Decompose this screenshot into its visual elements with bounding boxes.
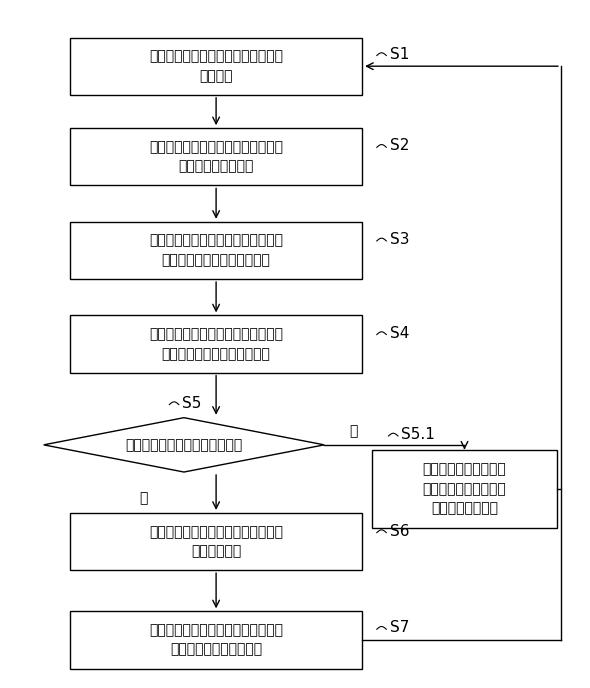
Text: 井下控制主机接收到采煤机运行参数
后，在液晶屏上显示相关数据: 井下控制主机接收到采煤机运行参数 后，在液晶屏上显示相关数据 bbox=[149, 327, 283, 361]
FancyBboxPatch shape bbox=[70, 128, 362, 186]
Text: 支架无线收发器将采煤机运行参数的
有效数据发送至井下控制主机: 支架无线收发器将采煤机运行参数的 有效数据发送至井下控制主机 bbox=[149, 234, 283, 267]
Text: S4: S4 bbox=[389, 325, 409, 341]
FancyBboxPatch shape bbox=[70, 38, 362, 95]
Text: S1: S1 bbox=[389, 47, 409, 62]
Text: 煤机无线控制器采集采煤机的采煤机
运行参数: 煤机无线控制器采集采煤机的采煤机 运行参数 bbox=[149, 50, 283, 83]
FancyBboxPatch shape bbox=[70, 222, 362, 279]
Text: 井下控制主机将采煤机运行参数上传
至井上计算机: 井下控制主机将采煤机运行参数上传 至井上计算机 bbox=[149, 525, 283, 558]
Polygon shape bbox=[44, 418, 324, 472]
FancyBboxPatch shape bbox=[70, 611, 362, 669]
Text: S2: S2 bbox=[389, 138, 409, 153]
Text: 是: 是 bbox=[139, 491, 148, 505]
FancyBboxPatch shape bbox=[372, 450, 556, 528]
Text: S7: S7 bbox=[389, 621, 409, 635]
FancyBboxPatch shape bbox=[70, 513, 362, 570]
Text: S3: S3 bbox=[389, 232, 409, 247]
FancyBboxPatch shape bbox=[70, 315, 362, 373]
Text: S5.1: S5.1 bbox=[401, 427, 435, 442]
Text: S5: S5 bbox=[182, 396, 202, 411]
Text: 否: 否 bbox=[349, 424, 358, 438]
Text: 是否上传采煤机运行参数至地面: 是否上传采煤机运行参数至地面 bbox=[125, 438, 242, 452]
Text: 井上计算机下达采煤机控制指令至煤
机无线控制器控制采煤机: 井上计算机下达采煤机控制指令至煤 机无线控制器控制采煤机 bbox=[149, 623, 283, 656]
Text: S6: S6 bbox=[389, 524, 409, 539]
Text: 煤机无线控制器将采煤机运行参数发
送至支架无线收发器: 煤机无线控制器将采煤机运行参数发 送至支架无线收发器 bbox=[149, 140, 283, 173]
Text: 井下控制主机下达采煤
机控制指令至煤机无线
控制器控制采煤机: 井下控制主机下达采煤 机控制指令至煤机无线 控制器控制采煤机 bbox=[422, 462, 506, 515]
